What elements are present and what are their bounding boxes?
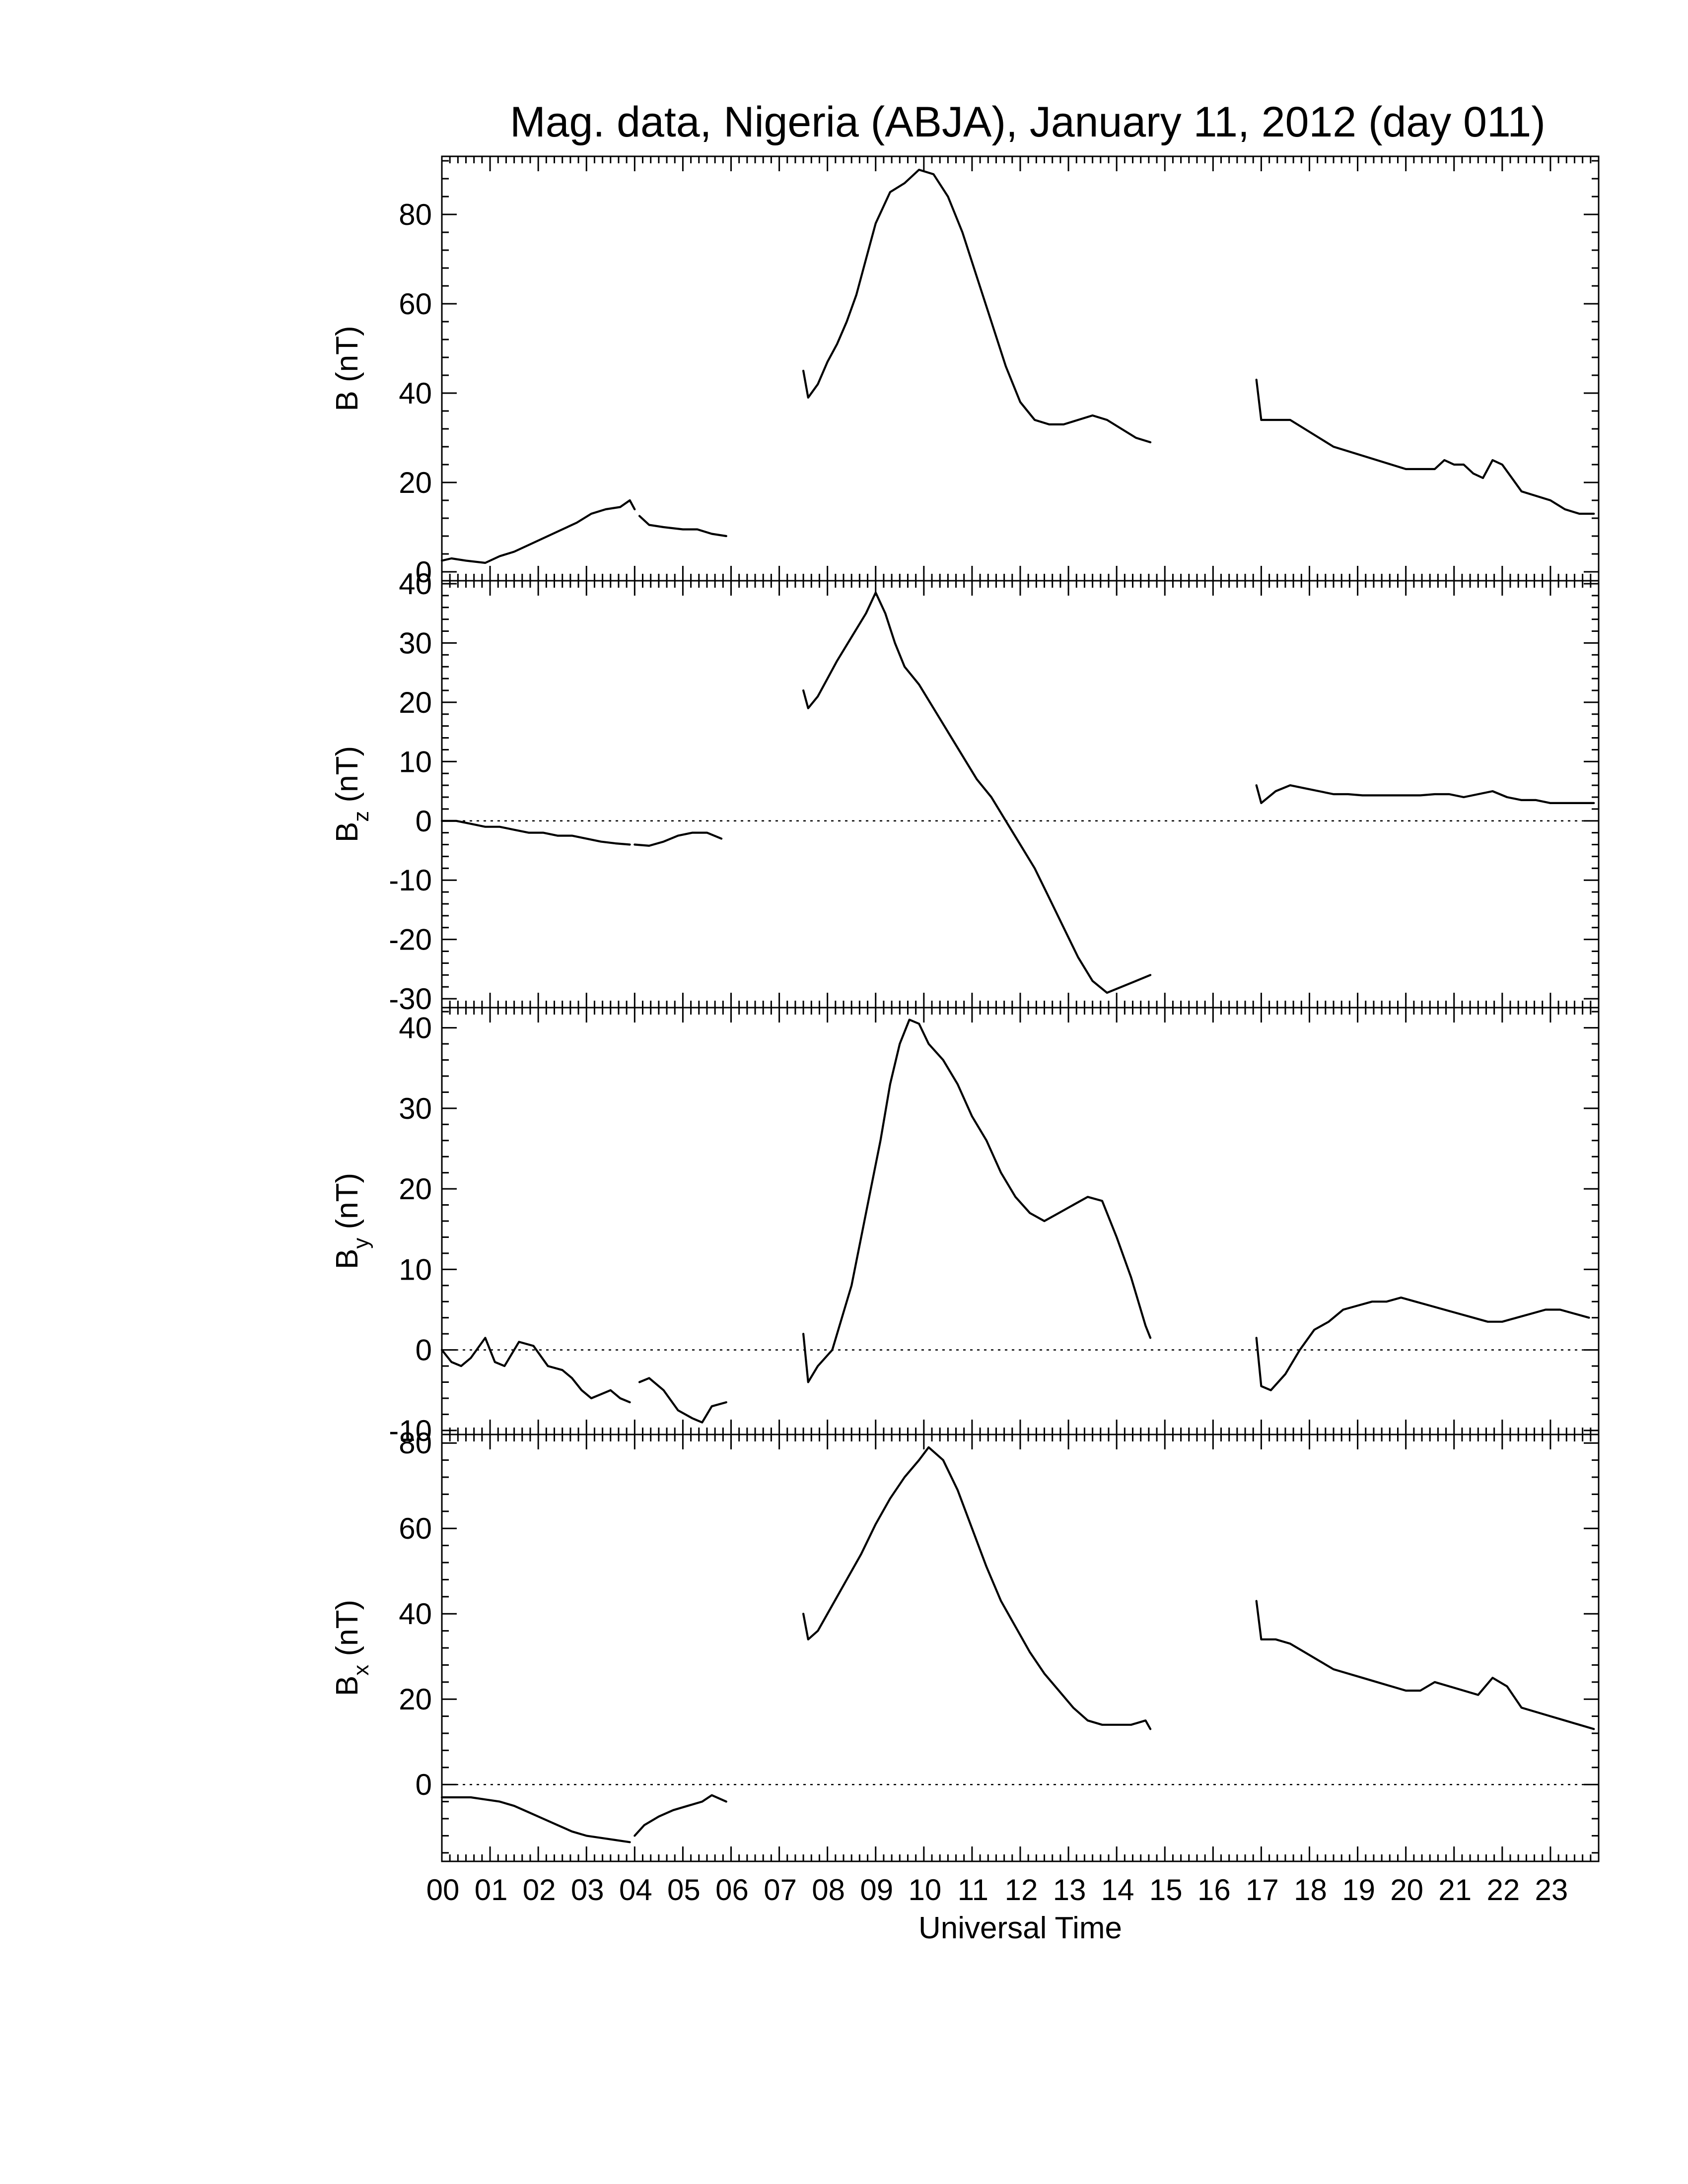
- y-tick-label: 60: [399, 287, 432, 321]
- y-tick-label: 20: [399, 686, 432, 719]
- x-tick-label: 14: [1101, 1873, 1134, 1907]
- y-tick-label: 30: [399, 626, 432, 660]
- series-line-B: [1255, 378, 1595, 515]
- x-tick-label: 15: [1149, 1873, 1183, 1907]
- y-axis-label: Bx (nT): [330, 1600, 373, 1696]
- y-axis-label-main: B: [330, 822, 364, 842]
- y-tick-label: 40: [399, 1012, 432, 1045]
- series-line-By: [1255, 1297, 1590, 1391]
- y-axis-label-unit: (nT): [330, 746, 364, 811]
- y-axis-label-unit: (nT): [330, 1173, 364, 1238]
- y-tick-label: -20: [389, 923, 432, 956]
- x-tick-label: 18: [1294, 1873, 1327, 1907]
- x-tick-label: 01: [475, 1873, 508, 1907]
- y-axis-label: B (nT): [330, 326, 364, 411]
- x-tick-label: 06: [715, 1873, 749, 1907]
- x-tick-label: 08: [812, 1873, 845, 1907]
- x-tick-label: 05: [667, 1873, 701, 1907]
- x-tick-label: 13: [1053, 1873, 1086, 1907]
- x-tick-label: 16: [1197, 1873, 1231, 1907]
- panel-frame: [441, 1433, 1600, 1862]
- y-tick-label: 30: [399, 1092, 432, 1125]
- y-axis-label-main: B: [330, 1249, 364, 1269]
- y-tick-label: 10: [399, 745, 432, 778]
- panel-Bz: -30 -20 -10 0 10 20 30 40 Bz (nT): [330, 567, 1600, 1016]
- y-tick-label: -10: [389, 864, 432, 897]
- x-tick-label: 04: [619, 1873, 652, 1907]
- y-tick-label: 40: [399, 567, 432, 601]
- y-tick-label: -10: [389, 1414, 432, 1447]
- y-tick-label: 0: [416, 805, 432, 838]
- series-line-Bz: [802, 591, 1152, 994]
- y-axis-label-sub: z: [349, 811, 373, 822]
- y-axis-label: Bz (nT): [330, 746, 373, 842]
- x-tick-label: 22: [1486, 1873, 1520, 1907]
- series-line-B: [638, 515, 727, 538]
- y-axis-label-sub: x: [349, 1665, 373, 1676]
- y-tick-label: 40: [399, 1597, 432, 1631]
- y-tick-label: 40: [399, 377, 432, 410]
- y-axis-label-main: B: [330, 391, 364, 411]
- y-tick-label: 80: [399, 198, 432, 231]
- y-tick-label: 20: [399, 1683, 432, 1716]
- y-tick-label: 60: [399, 1512, 432, 1545]
- y-tick-label: 0: [416, 1334, 432, 1367]
- x-tick-label: 07: [764, 1873, 797, 1907]
- series-line-Bz: [440, 819, 631, 846]
- x-tick-label: 17: [1246, 1873, 1279, 1907]
- x-tick-label: 12: [1005, 1873, 1038, 1907]
- x-tick-label: 21: [1438, 1873, 1472, 1907]
- x-tick-label: 00: [426, 1873, 460, 1907]
- x-tick-label: 23: [1535, 1873, 1568, 1907]
- y-tick-label: 20: [399, 1172, 432, 1206]
- y-tick-label: 20: [399, 466, 432, 499]
- y-axis-label-unit: (nT): [330, 326, 364, 391]
- series-line-Bx: [440, 1796, 631, 1843]
- chart-title: Mag. data, Nigeria (ABJA), January 11, 2…: [510, 98, 1546, 146]
- series-line-B: [802, 168, 1152, 444]
- series-line-B: [440, 499, 636, 564]
- y-tick-label: 10: [399, 1253, 432, 1286]
- series-line-By: [440, 1337, 631, 1404]
- panel-By: -10 0 10 20 30 40 By (nT): [330, 1007, 1600, 1447]
- series-line-By: [638, 1377, 727, 1424]
- y-axis-label: By (nT): [330, 1173, 373, 1269]
- series-line-Bx: [1255, 1600, 1595, 1730]
- x-tick-label: 03: [571, 1873, 604, 1907]
- y-tick-label: 0: [416, 555, 432, 589]
- panel-Bx: 0 20 40 60 80 Bx (nT): [330, 1427, 1600, 1862]
- panel-frame: [441, 155, 1600, 582]
- x-tick-label: 20: [1390, 1873, 1423, 1907]
- y-axis-label-sub: y: [349, 1238, 373, 1249]
- series-line-Bx: [633, 1794, 727, 1837]
- x-tick-label: 10: [908, 1873, 941, 1907]
- y-tick-label: -30: [389, 982, 432, 1016]
- x-tick-label: 09: [860, 1873, 893, 1907]
- series-line-Bx: [802, 1446, 1152, 1730]
- series-line-By: [802, 1019, 1152, 1383]
- x-tick-label: 19: [1342, 1873, 1375, 1907]
- x-tick-label: 11: [958, 1873, 988, 1907]
- panel-frame: [441, 1007, 1600, 1435]
- y-tick-label: 0: [416, 1768, 432, 1801]
- y-axis-label-unit: (nT): [330, 1600, 364, 1665]
- y-axis-label-main: B: [330, 1676, 364, 1696]
- y-tick-label: 80: [399, 1427, 432, 1460]
- x-tick-label: 02: [523, 1873, 556, 1907]
- x-axis-label: Universal Time: [918, 1911, 1122, 1945]
- series-line-Bz: [633, 831, 723, 847]
- panel-B: 0 20 40 60 80 B (nT): [330, 155, 1600, 589]
- series-line-Bz: [1255, 784, 1595, 804]
